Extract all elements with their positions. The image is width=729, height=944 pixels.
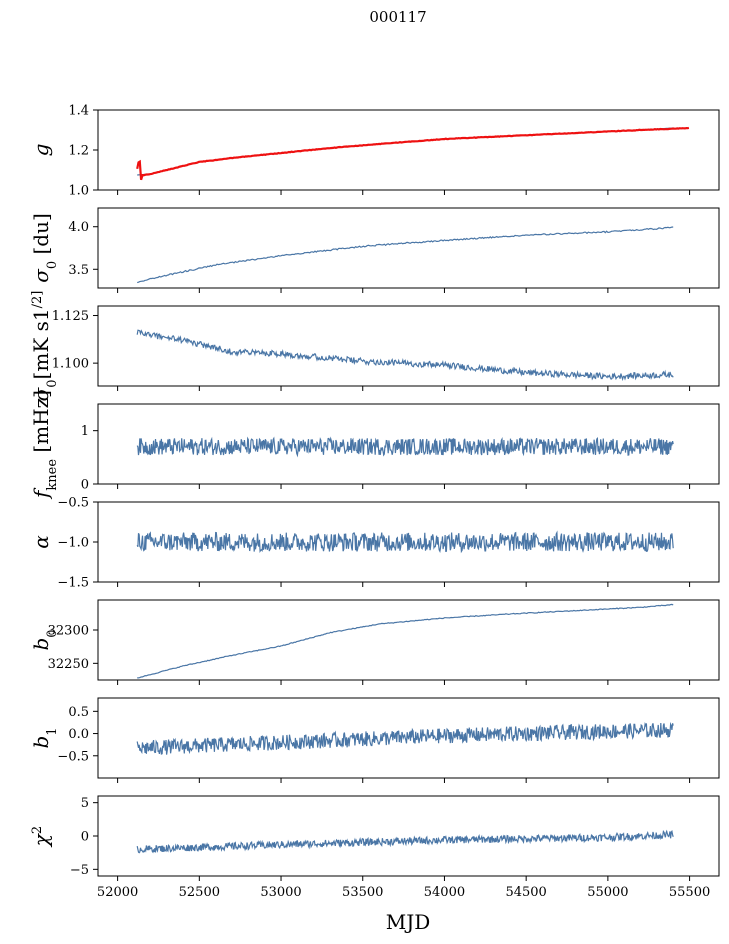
y-tick-label-alpha: −1.0: [57, 536, 89, 551]
y-tick-label-sigma0_du: 3.5: [68, 263, 89, 278]
panel-b1: −0.5 0.0 0.5 b1: [29, 697, 720, 783]
y-tick-label-g: 1.2: [68, 144, 89, 159]
y-tick-label-fknee: 0: [81, 478, 89, 493]
y-tick-label-b1: −0.5: [57, 749, 89, 764]
y-tick-label-fknee: 1: [81, 424, 89, 439]
panel-alpha: −1.5 −1.0 −0.5 α: [29, 496, 720, 591]
y-tick-label-b0: 32300: [48, 624, 89, 639]
x-tick-label: 55500: [669, 885, 710, 900]
y-axis-label-b1: b1: [29, 727, 60, 748]
x-tick-label: 55000: [587, 885, 628, 900]
x-axis-label: MJD: [386, 910, 431, 934]
y-axis-label-fknee: fknee [mHz]: [29, 390, 60, 500]
x-tick-label: 52500: [179, 885, 220, 900]
y-tick-label-alpha: −1.5: [57, 576, 89, 591]
axes-frame-sigma0_mk: [97, 305, 720, 387]
series-line-alpha: [136, 530, 674, 554]
y-tick-label-sigma0_du: 4.0: [68, 220, 89, 235]
y-tick-label-sigma0_mk: 1.125: [52, 309, 89, 324]
series-line-chi2: [136, 829, 674, 854]
series-line-g-0: [137, 127, 674, 176]
panel-fknee: 0 1 fknee [mHz]: [29, 390, 720, 500]
y-tick-label-g: 1.4: [68, 104, 89, 119]
y-axis-label-sigma0_mk: σ0[mK s1/2]: [29, 291, 60, 402]
x-tick-label: 54000: [424, 885, 465, 900]
series-line-sigma0_mk: [136, 329, 674, 382]
y-tick-label-b1: 0.5: [68, 705, 89, 720]
x-tick-label: 53500: [342, 885, 383, 900]
x-tick-label: 54500: [505, 885, 546, 900]
series-line-fknee: [136, 436, 674, 458]
series-line-g-1: [136, 126, 690, 181]
y-tick-label-b0: 32250: [48, 657, 89, 672]
y-tick-label-b1: 0.0: [68, 727, 89, 742]
y-tick-label-alpha: −0.5: [57, 496, 89, 511]
x-tick-label: 53000: [260, 885, 301, 900]
y-tick-label-chi2: −5: [70, 863, 89, 878]
y-axis-label-alpha: α: [29, 535, 53, 549]
y-axis-label-b0: b0: [29, 629, 60, 650]
x-tick-label: 52000: [97, 885, 138, 900]
axes-frame-b0: [97, 599, 720, 681]
series-line-b0: [137, 603, 674, 679]
y-tick-label-chi2: 5: [81, 796, 89, 811]
y-axis-label-g: g: [29, 144, 53, 157]
y-axis-label-sigma0_du: σ0 [du]: [29, 213, 60, 283]
figure-title: 000117: [369, 8, 426, 26]
axes-frame-fknee: [97, 403, 720, 485]
panel-chi2: −5 0 5 52000 52500 53000 53500 54000 54500 55000 5…: [29, 795, 720, 900]
panel-sigma0_du: 3.5 4.0 σ0 [du]: [29, 207, 720, 293]
axes-frame-g: [97, 109, 720, 191]
series-line-sigma0_du: [137, 226, 674, 284]
series-line-b1: [136, 721, 674, 755]
y-tick-label-sigma0_mk: 1.100: [52, 357, 89, 372]
y-axis-label-chi2: χ2: [29, 826, 53, 848]
axes-frame-b1: [97, 697, 720, 779]
y-tick-label-chi2: 0: [81, 830, 89, 845]
axes-frame-sigma0_du: [97, 207, 720, 289]
panel-g: 1.0 1.2 1.4 g: [29, 104, 720, 199]
y-tick-label-g: 1.0: [68, 184, 89, 199]
